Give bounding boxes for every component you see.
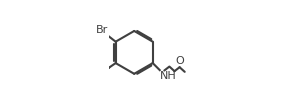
Text: Br: Br (96, 25, 108, 36)
Text: O: O (175, 56, 184, 66)
Text: NH: NH (160, 71, 177, 81)
